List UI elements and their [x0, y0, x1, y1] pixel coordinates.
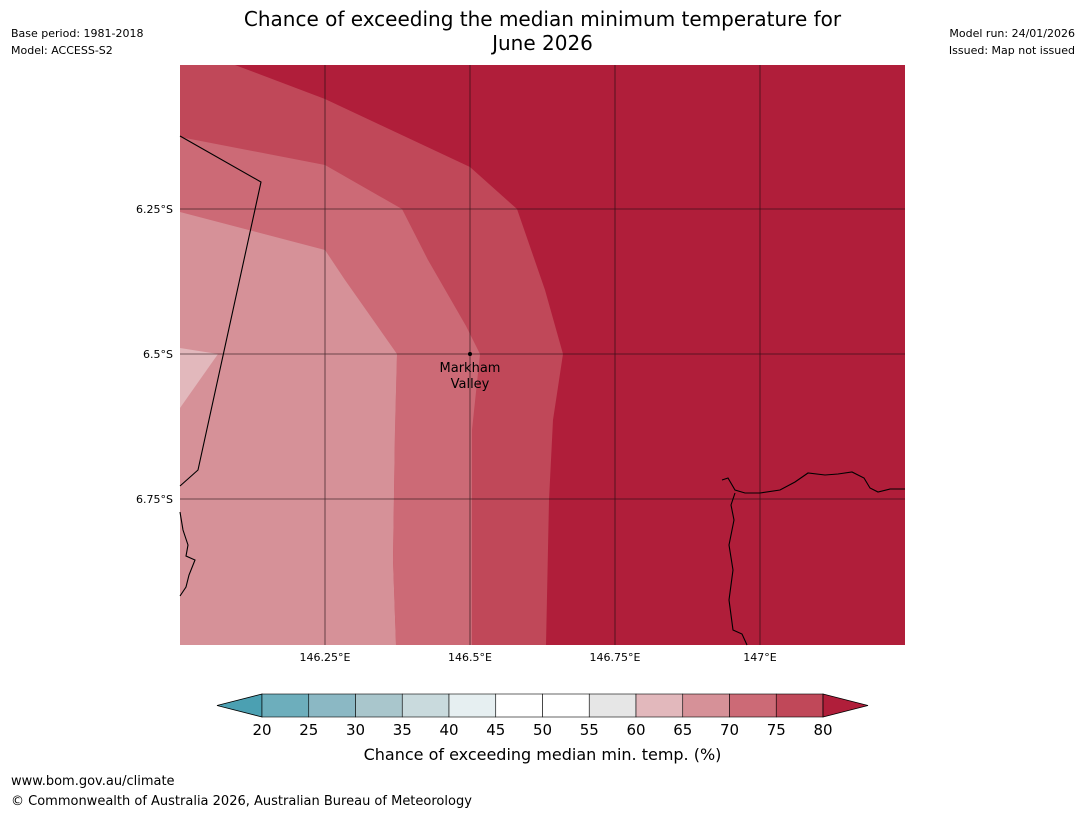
- colorbar-segment: [261, 693, 310, 718]
- colorbar-tick-label: 25: [299, 721, 318, 739]
- colorbar-tick-label: 50: [533, 721, 552, 739]
- colorbar: 20 25 30 35 40 45 50 55 60 65 70 75 80: [216, 693, 869, 739]
- colorbar-segment: [448, 693, 497, 718]
- zone-60-65: [180, 348, 218, 408]
- colorbar-segment: [588, 693, 637, 718]
- colorbar-tick-label: 30: [346, 721, 365, 739]
- coastline-east: [721, 471, 905, 494]
- title-line-1: Chance of exceeding the median minimum t…: [243, 7, 842, 31]
- place-name-line-1: Markham: [440, 361, 501, 376]
- colorbar-segment: [308, 693, 356, 718]
- colorbar-segment: [775, 693, 824, 718]
- model-info: Base period: 1981-2018 Model: ACCESS-S2: [11, 25, 143, 59]
- colorbar-tick-label: 70: [720, 721, 739, 739]
- colorbar-segment: [355, 693, 403, 718]
- place-marker: Markham Valley: [440, 352, 501, 392]
- lat-label: 6.5°S: [143, 348, 173, 361]
- lat-axis: 6.25°S 6.5°S 6.75°S: [136, 203, 173, 506]
- issued-status: Issued: Map not issued: [948, 44, 1075, 57]
- map-title: Chance of exceeding the median minimum t…: [0, 7, 1085, 55]
- model-run: Model run: 24/01/2026: [949, 27, 1075, 40]
- lat-label: 6.75°S: [136, 493, 173, 506]
- river: [728, 492, 748, 646]
- colorbar-segment: [495, 693, 543, 718]
- footer-copyright: © Commonwealth of Australia 2026, Austra…: [11, 794, 472, 809]
- coastline-west: [179, 511, 196, 597]
- colorbar-tick-label: 60: [626, 721, 645, 739]
- colorbar-tick-label: 35: [393, 721, 412, 739]
- colorbar-tick-label: 45: [486, 721, 505, 739]
- colorbar-segment: [401, 693, 450, 718]
- colorbar-tick-label: 20: [252, 721, 271, 739]
- probability-map: [180, 65, 905, 645]
- run-info: Model run: 24/01/2026 Issued: Map not is…: [949, 25, 1075, 59]
- colorbar-tick-label: 65: [673, 721, 692, 739]
- province-border: [179, 135, 262, 487]
- boundaries: [179, 135, 905, 646]
- colorbar-tick-label: 75: [767, 721, 786, 739]
- colorbar-extend-high: [822, 693, 869, 718]
- colorbar-segment: [635, 693, 684, 718]
- footer-url: www.bom.gov.au/climate: [11, 774, 175, 789]
- model-name: Model: ACCESS-S2: [11, 44, 113, 57]
- colorbar-label: Chance of exceeding median min. temp. (%…: [363, 745, 722, 764]
- lon-label: 147°E: [743, 651, 776, 664]
- lon-label: 146.25°E: [300, 651, 351, 664]
- lon-axis: 146.25°E 146.5°E 146.75°E 147°E: [300, 651, 777, 664]
- colorbar-segment: [542, 693, 590, 718]
- place-name-line-2: Valley: [451, 377, 490, 392]
- location-dot-icon: [468, 352, 472, 356]
- zone-65-70-inner: [393, 354, 480, 645]
- colorbar-tick-label: 40: [439, 721, 458, 739]
- lat-label: 6.25°S: [136, 203, 173, 216]
- zone-65-70: [180, 212, 397, 645]
- base-period: Base period: 1981-2018: [11, 27, 144, 40]
- colorbar-tick-label: 80: [813, 721, 832, 739]
- colorbar-tick-label: 55: [580, 721, 599, 739]
- lon-label: 146.5°E: [448, 651, 492, 664]
- colorbar-segment: [682, 693, 730, 718]
- lon-label: 146.75°E: [590, 651, 641, 664]
- title-line-2: June 2026: [492, 31, 593, 55]
- colorbar-extend-low: [216, 693, 263, 718]
- colorbar-segment: [729, 693, 777, 718]
